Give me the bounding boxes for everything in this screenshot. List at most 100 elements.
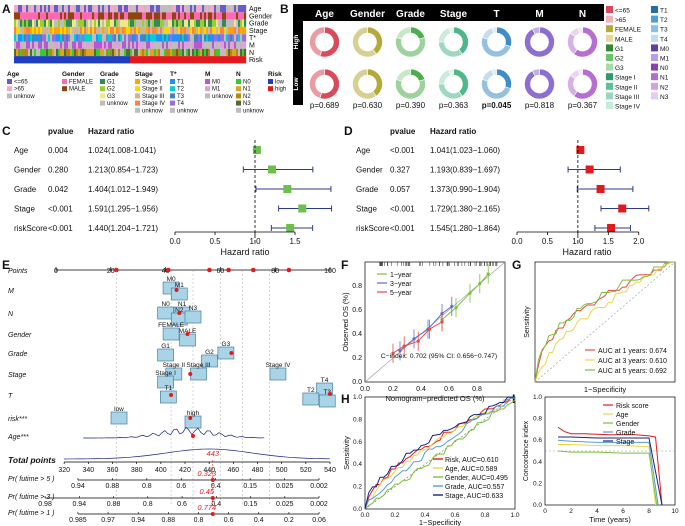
heatmap-legend-swatch [170,100,175,106]
heatmap-legend-label: T2 [177,87,185,93]
heatmap-cell [174,56,177,64]
heatmap-cell [132,56,135,64]
donut-legend-swatch [606,44,613,52]
heatmap-cell [96,48,99,57]
heatmap-legend-label: unknow [107,101,128,107]
panel-letter-a: A [2,2,11,16]
heatmap-cell [38,5,41,13]
heatmap-cell [62,48,65,57]
donut-legend-label: MALE [615,36,633,43]
forest-tick-label: 0.5 [209,237,221,246]
nomogram-box-label: G1 [161,343,170,350]
heatmap-cell [74,26,77,35]
cindex-ytick: 0.0 [533,502,542,509]
heatmap-cell [130,34,133,42]
heatmap-cell [84,56,87,64]
heatmap-cell [172,19,175,27]
heatmap-cell [50,5,53,13]
pr-tick-label: 0.2 [284,517,294,524]
heatmap-cell [14,48,17,57]
heatmap-cell [96,26,99,35]
donut-slice [496,68,512,90]
heatmap-cell [20,26,23,35]
donut-slice [453,26,469,55]
cindex-series-line [557,450,658,506]
heatmap-cell [160,19,163,27]
heatmap-cell [182,19,185,27]
heatmap-legend-swatch [205,93,210,99]
heatmap-cell [88,19,91,27]
nomogram-box-label: G2 [205,349,214,356]
heatmap-cell [180,34,183,42]
forest-row-pvalue: 0.057 [390,185,411,194]
calibration-legend-label: 5−year [390,290,412,297]
heatmap-cell [60,26,63,35]
heatmap-cell [106,19,109,27]
heatmap-cell [196,12,199,20]
heatmap-legend-swatch [7,86,12,92]
heatmap-cell [156,41,159,49]
heatmap-cell [202,56,205,64]
heatmap-cell [236,12,239,20]
group-low-bar [293,63,303,105]
heatmap-cell [188,12,191,20]
heatmap-cell [80,41,83,49]
heatmap-cell [222,5,225,13]
heatmap-cell [104,56,107,64]
heatmap-cell [172,34,175,42]
points-tick-label: 80 [271,268,279,275]
heatmap-cell [202,48,205,57]
heatmap-cell [166,5,169,13]
heatmap-cell [70,19,73,27]
heatmap-cell [118,56,121,64]
heatmap-cell [198,19,201,27]
roc-h-xtick: 0.2 [390,512,399,519]
heatmap-cell [154,19,157,27]
heatmap-cell [192,12,195,20]
heatmap-cell [122,26,125,35]
heatmap-cell [76,19,79,27]
pr-tick-label: 0.06 [312,517,326,524]
box-stage1 [157,375,174,389]
pr-tick-label: 0.94 [131,517,145,524]
cindex-ytick: 0.2 [533,480,542,487]
roc-g-ylabel: Sensitivity [524,306,531,338]
heatmap-cell [70,34,73,42]
heatmap-cell [168,48,171,57]
heatmap-cell [88,26,91,35]
heatmap-cell [244,34,247,42]
heatmap-cell [112,19,115,27]
heatmap-cell [44,5,47,13]
heatmap-cell [172,5,175,13]
heatmap-cell [226,19,229,27]
heatmap-cell [238,56,241,64]
heatmap-cell [182,5,185,13]
heatmap-cell [180,5,183,13]
heatmap-cell [90,41,93,49]
nomogram-dot [185,332,190,336]
heatmap-cell [86,5,89,13]
heatmap-cell [164,5,167,13]
heatmap-cell [100,19,103,27]
heatmap-cell [84,26,87,35]
donut-legend-swatch [606,15,613,23]
box-low [110,411,128,425]
heatmap-cell [20,19,23,27]
heatmap-cell [230,48,233,57]
heatmap-cell [22,5,25,13]
heatmap-cell [50,12,53,20]
heatmap-cell [226,5,229,13]
cindex-series-line [558,436,663,506]
heatmap-cell [36,48,39,57]
heatmap-cell [172,12,175,20]
heatmap-cell [168,56,171,64]
heatmap-cell [226,56,229,64]
heatmap-cell [22,12,25,20]
calibration-series-line [441,273,489,320]
heatmap-cell [236,48,239,57]
nomogram-box-label: N0 [161,301,170,308]
heatmap-cell [136,48,139,57]
heatmap-cell [208,48,211,57]
heatmap-cell [212,48,215,57]
heatmap-cell [62,41,65,49]
